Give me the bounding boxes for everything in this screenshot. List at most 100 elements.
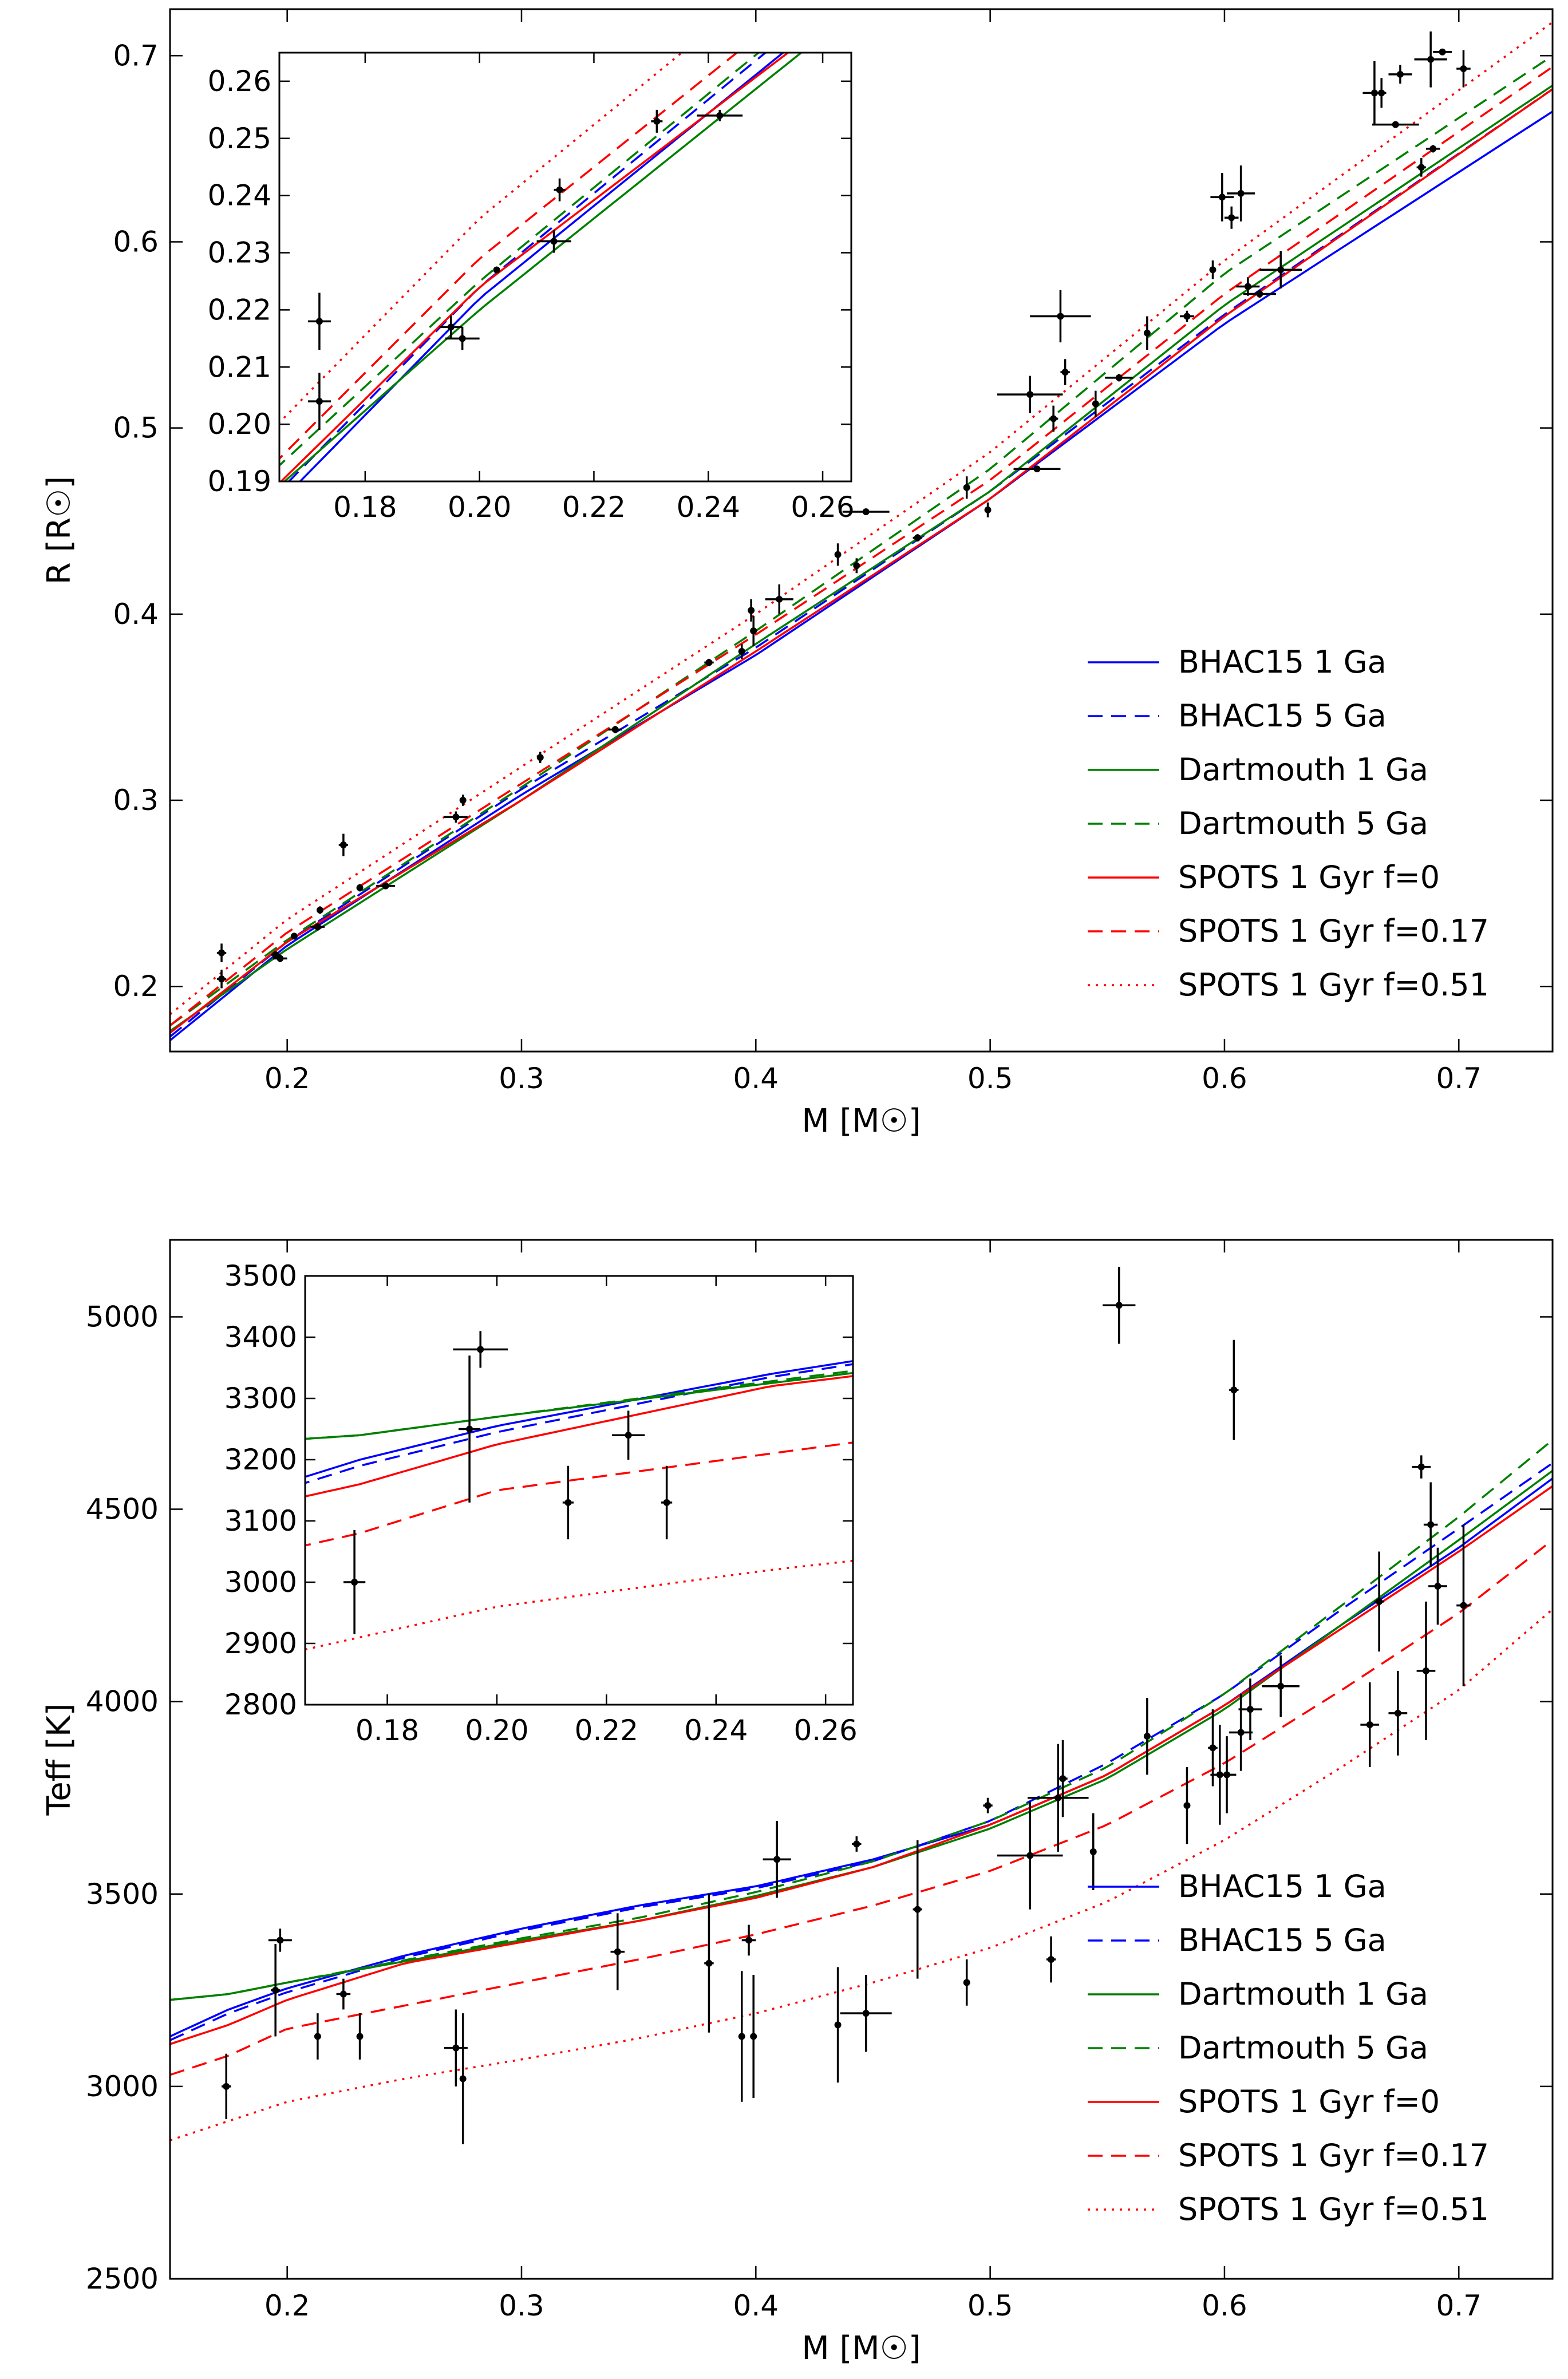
y-tick-label-2: 3500 — [86, 1878, 159, 1911]
marker — [853, 1840, 860, 1848]
marker — [1396, 70, 1404, 78]
data-point-1 — [271, 1944, 281, 2037]
data-point-21 — [842, 508, 890, 515]
data-point-27 — [1183, 1767, 1191, 1844]
data-point-5 — [356, 2013, 364, 2060]
data-point-13 — [608, 725, 622, 733]
data-point-4 — [336, 1978, 351, 2010]
marker — [1054, 1794, 1062, 1801]
inset-series-line-6 — [305, 1559, 853, 1651]
inset-x-tick-label-3: 0.24 — [677, 491, 740, 524]
y-axis-label: R [R☉] — [41, 476, 78, 585]
marker — [1370, 89, 1378, 97]
marker — [1057, 313, 1064, 320]
inset-data-point-4 — [493, 266, 500, 274]
data-point-7 — [338, 833, 349, 856]
data-point-5 — [310, 923, 325, 931]
marker — [750, 627, 757, 635]
marker — [1048, 1956, 1055, 1963]
inset-plot-area — [279, 53, 803, 481]
data-point-18 — [765, 584, 793, 614]
marker — [314, 923, 321, 931]
data-point-3 — [314, 2013, 321, 2060]
marker — [1439, 48, 1446, 56]
series-line-5 — [170, 66, 1553, 1026]
data-point-2 — [271, 951, 281, 959]
marker — [493, 266, 500, 274]
data-point-36 — [1374, 1551, 1384, 1652]
inset-data-point-6 — [554, 178, 566, 201]
marker — [564, 1499, 572, 1506]
marker — [1427, 56, 1435, 63]
legend-label-2: Dartmouth 1 Ga — [1178, 1976, 1428, 2012]
inset-data-point-2 — [453, 1331, 508, 1368]
data-point-32 — [1143, 316, 1151, 350]
marker — [1059, 1775, 1067, 1783]
inset-x-tick-label-1: 0.20 — [465, 1714, 528, 1747]
radius-mass-chart: 0.2 0.3 0.4 0.5 0.6 0.7 0.2 0.3 0.4 0.5 0.6 0.7 M [M… — [41, 8, 1554, 1140]
data-point-48 — [1433, 48, 1452, 56]
legend-label-2: Dartmouth 1 Ga — [1178, 752, 1428, 788]
inset-series-line-3 — [305, 1369, 853, 1440]
data-point-19 — [834, 543, 842, 566]
marker — [1378, 89, 1385, 97]
data-point-17 — [750, 616, 757, 646]
y-tick-label-0: 2500 — [86, 2262, 159, 2295]
inset-data-point-3 — [562, 1465, 574, 1540]
marker — [862, 2010, 870, 2017]
inset-y-tick-label-5: 3300 — [224, 1382, 297, 1415]
x-tick-label-1: 0.3 — [499, 1062, 544, 1095]
x-axis-label: M [M☉] — [801, 2330, 921, 2367]
data-point-41 — [1428, 1547, 1447, 1625]
inset-y-tick-label-4: 0.23 — [208, 236, 271, 270]
data-point-33 — [1180, 310, 1194, 322]
data-point-3 — [273, 954, 287, 962]
data-point-37 — [1388, 1670, 1408, 1756]
marker — [705, 1959, 713, 1967]
marker — [1237, 189, 1245, 197]
data-point-23 — [963, 476, 970, 499]
inset-data-point-5 — [536, 230, 571, 253]
legend-label-6: SPOTS 1 Gyr f=0.51 — [1178, 967, 1489, 1003]
data-point-22 — [913, 534, 922, 542]
marker — [914, 1906, 921, 1913]
inset-series-line-3 — [279, 53, 760, 467]
marker — [466, 1425, 473, 1433]
marker — [459, 2075, 467, 2082]
marker — [716, 112, 724, 119]
data-point-17 — [913, 1840, 922, 1979]
marker — [1026, 1852, 1034, 1859]
inset: 0.18 0.20 0.22 0.24 0.26 0.19 0.20 0.21 0.22 0.23… — [208, 52, 855, 524]
marker — [1209, 1744, 1217, 1752]
legend-label-3: Dartmouth 5 Ga — [1178, 2030, 1428, 2066]
data-point-20 — [997, 1801, 1063, 1910]
legend-label-1: BHAC15 5 Ga — [1178, 1922, 1387, 1958]
inset-background — [305, 1276, 853, 1705]
inset-y-tick-label-7: 3500 — [224, 1259, 297, 1293]
marker — [382, 882, 389, 890]
data-point-30 — [1092, 390, 1099, 417]
inset-x-tick-label-0: 0.18 — [333, 491, 397, 524]
marker — [738, 2033, 745, 2040]
marker — [748, 607, 755, 614]
inset-data-point-3 — [445, 327, 480, 350]
marker — [290, 932, 298, 940]
legend-label-4: SPOTS 1 Gyr f=0 — [1178, 2084, 1440, 2120]
plot-area — [170, 1267, 1553, 2144]
data-point-18 — [963, 1959, 970, 2006]
data-point-26 — [1013, 465, 1061, 473]
data-point-40 — [1423, 1482, 1438, 1567]
inset-y-tick-label-1: 2900 — [224, 1627, 297, 1660]
marker — [1392, 121, 1399, 128]
y-tick-label-5: 5000 — [86, 1300, 159, 1333]
marker — [862, 508, 870, 515]
inset-frame — [304, 1275, 854, 1706]
series-line-2 — [170, 84, 1553, 1032]
marker — [1434, 1583, 1441, 1590]
legend-label-1: BHAC15 5 Ga — [1178, 698, 1387, 734]
inset-data-point-4 — [611, 1410, 645, 1460]
data-point-6 — [444, 2009, 468, 2086]
inset-y-tick-label-0: 0.19 — [208, 465, 271, 498]
y-tick-label-3: 4000 — [86, 1685, 159, 1718]
marker — [556, 186, 563, 193]
